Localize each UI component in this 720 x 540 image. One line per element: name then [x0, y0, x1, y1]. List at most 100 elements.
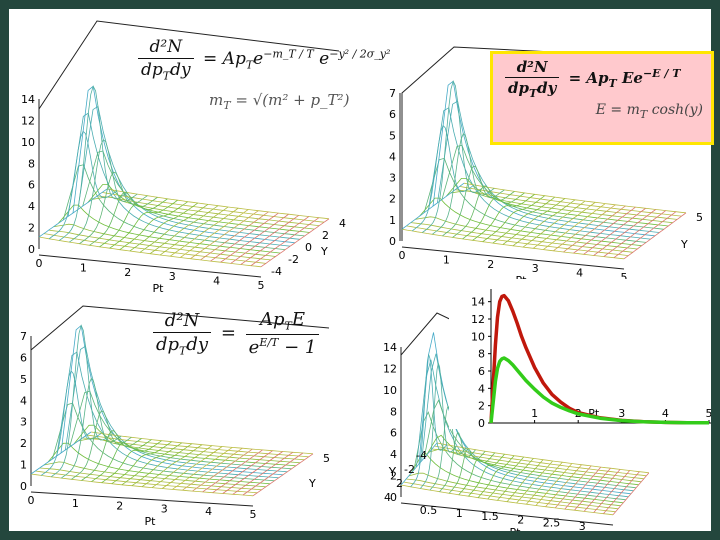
surface-mesh-line: [222, 451, 283, 494]
x-tick-label: 4: [213, 275, 220, 288]
y-tick-label: 4: [384, 491, 391, 504]
surface-mesh-line: [492, 196, 556, 244]
x-tick-label: 0: [36, 257, 43, 270]
surface-mesh-line: [432, 132, 495, 235]
surface-mesh-line: [39, 467, 262, 491]
surface-mesh-line: [411, 124, 475, 232]
surface-mesh-line: [477, 455, 515, 498]
f3-lhs-den-tail: dy: [186, 333, 209, 355]
surface-mesh-line: [472, 193, 535, 241]
z-tick-label: 0: [390, 491, 397, 504]
surface-mesh-line: [603, 471, 640, 514]
surface-mesh-line: [419, 361, 457, 489]
surface-mesh-line: [583, 469, 621, 512]
f1-rhs-tail: e: [253, 49, 264, 70]
x-tick-label: 3: [169, 270, 176, 283]
surface-mesh-line: [260, 218, 330, 268]
surface-mesh-line: [613, 211, 677, 259]
x-tick-label: 3: [532, 262, 539, 275]
surface-mesh-line: [468, 453, 505, 497]
formula-mt-definition: mT = √(m² + p_T²): [209, 91, 349, 112]
f2-rhs-sub: T: [608, 77, 617, 90]
x-tick-label: 1.5: [481, 510, 499, 523]
surface-mesh-line: [161, 446, 223, 489]
z-tick-label: 4: [389, 150, 396, 163]
surface-mesh-line: [522, 200, 586, 248]
surface-mesh-line: [623, 212, 687, 260]
surface-mesh-line: [448, 448, 486, 494]
x-tick-label: 0: [399, 249, 406, 262]
z-tick-label: 0: [389, 235, 396, 248]
y-tick-label: 10: [471, 330, 485, 343]
z-tick-label: 10: [383, 384, 397, 397]
surface-mesh-line: [431, 448, 644, 480]
f1-line2-sub: T: [223, 99, 231, 112]
surface-mesh-line: [30, 473, 254, 497]
f1-line2-tail: = √(m² + p_T²): [235, 91, 350, 109]
x-axis-line: [30, 491, 254, 507]
surface-mesh-line: [151, 445, 213, 488]
surface-mesh-line: [573, 206, 636, 254]
f1-exp1: −m_T / T: [263, 47, 314, 61]
y-axis-label: Y: [680, 238, 688, 251]
f1-lhs-den-tail: dy: [170, 60, 191, 80]
z-tick-label: 8: [28, 157, 35, 170]
f2-rhs: = Ap: [568, 69, 609, 87]
formula-gaussian: d²N dpTdy = ApTe−m_T / T e−y² / 2σ_y²: [134, 37, 390, 82]
z-tick-label: 6: [20, 351, 27, 364]
f2-line2: E = m: [595, 102, 640, 118]
surface-mesh-line: [81, 430, 142, 481]
surface-mesh-line: [564, 466, 602, 510]
y-axis-label: Y: [320, 245, 328, 258]
surface-mesh-line: [482, 195, 545, 243]
surface-mesh-line: [50, 324, 112, 478]
z-tick-label: 2: [390, 470, 397, 483]
y-tick-label: 6: [478, 365, 485, 378]
x-tick-label: 2: [487, 258, 494, 271]
z-tick-label: 6: [390, 427, 397, 440]
surface-mesh-line: [52, 402, 275, 482]
surface-mesh-line: [593, 470, 631, 513]
x-tick-label: 1: [456, 507, 463, 520]
f2-rhs-tail: Ee: [621, 69, 643, 87]
x-tick-label: 3: [161, 502, 168, 515]
z-tick-label: 4: [28, 200, 35, 213]
surface-mesh-line: [212, 450, 273, 494]
surface-mesh-line: [497, 458, 534, 501]
z-tick-label: 1: [389, 214, 396, 227]
z-tick-label: 14: [383, 341, 397, 354]
surface-mesh-line: [516, 460, 553, 504]
x-tick-label: 5: [706, 407, 712, 420]
f1-exp3: −y² / 2σ_y²: [329, 47, 391, 61]
f3-equals: =: [220, 322, 236, 344]
surface-mesh-line: [487, 456, 525, 500]
surface-mesh-line: [192, 448, 253, 492]
surface-mesh-line: [410, 354, 447, 488]
surface-mesh-line: [525, 461, 563, 505]
z-tick-label: 14: [21, 93, 35, 106]
y-tick-label: -4: [271, 265, 282, 278]
surface-mesh-line: [429, 405, 467, 491]
f1-lhs-num: d²N: [138, 37, 194, 59]
surface-mesh-line: [180, 209, 249, 258]
surface-mesh-line: [535, 463, 573, 506]
y-tick-label: 8: [478, 348, 485, 361]
f1-exp2: e: [319, 49, 330, 70]
surface-mesh-line: [129, 202, 199, 252]
x-tick-label: 4: [576, 267, 583, 280]
z-tick-label: 3: [389, 172, 396, 185]
surface-mesh-line: [240, 216, 310, 265]
surface-mesh-line: [506, 459, 544, 502]
x-tick-label: 0: [28, 494, 35, 507]
z-tick-label: 0: [28, 243, 35, 256]
f1-rhs-sub: T: [245, 58, 254, 72]
surface-mesh-line: [436, 442, 649, 474]
surface-mesh-line: [439, 432, 476, 492]
f2-lhs-den: dp: [508, 79, 529, 97]
z-tick-label: 7: [389, 87, 396, 100]
surface-mesh-line: [82, 437, 305, 461]
surface-mesh-line: [593, 209, 656, 256]
y-tick-label: 2: [396, 477, 403, 490]
z-tick-label: 10: [21, 136, 35, 149]
